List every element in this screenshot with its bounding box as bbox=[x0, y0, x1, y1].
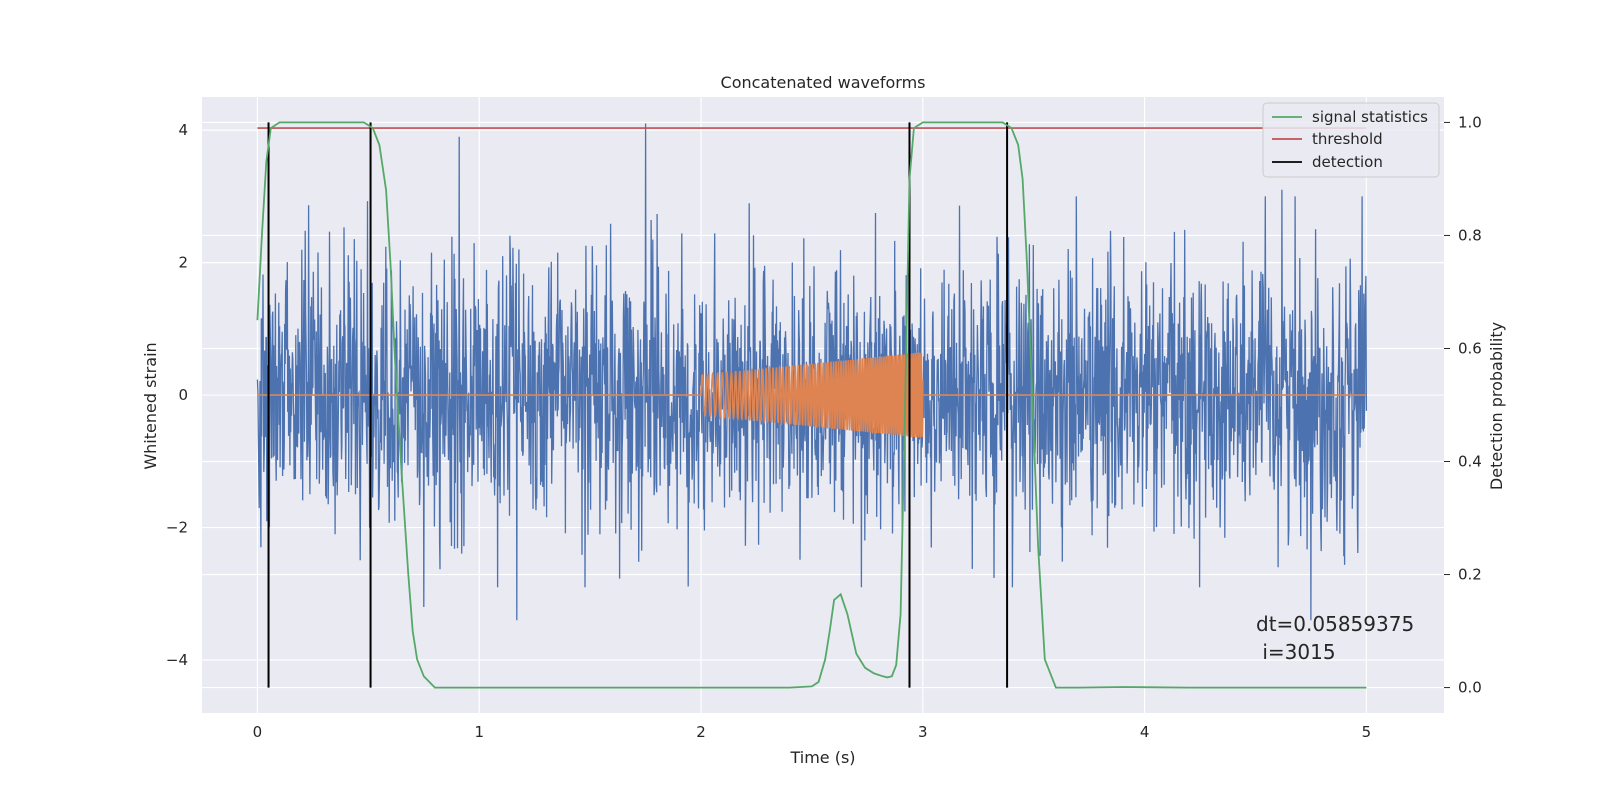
x-tick-label: 4 bbox=[1140, 723, 1150, 741]
annotation-i: i=3015 bbox=[1256, 640, 1336, 664]
legend-label-detection: detection bbox=[1312, 153, 1383, 171]
chirp-series bbox=[257, 352, 1367, 438]
y-tick-label: 0 bbox=[178, 386, 188, 404]
y2-tick-label: 0.4 bbox=[1458, 453, 1482, 471]
x-tick-label: 1 bbox=[474, 723, 484, 741]
x-tick-label: 5 bbox=[1362, 723, 1372, 741]
chirp-line bbox=[257, 352, 1367, 438]
y2-axis-label: Detection probability bbox=[1487, 322, 1506, 490]
x-tick-label: 0 bbox=[253, 723, 263, 741]
strain-series bbox=[256, 123, 1368, 621]
y2-tick-label: 0.8 bbox=[1458, 226, 1482, 244]
legend: signal statistics threshold detection bbox=[1262, 102, 1440, 178]
y-axis-left: −4 −2 0 2 4 bbox=[166, 121, 188, 669]
y-tick-label: 4 bbox=[178, 121, 188, 139]
x-axis: 0 1 2 3 4 5 bbox=[253, 723, 1371, 741]
strain-line bbox=[256, 123, 1368, 621]
y2-tick-label: 0.2 bbox=[1458, 566, 1482, 584]
x-tick-label: 2 bbox=[696, 723, 706, 741]
y-axis-label: Whitened strain bbox=[141, 342, 160, 469]
y2-tick-label: 1.0 bbox=[1458, 113, 1482, 131]
signal-statistics-series bbox=[256, 121, 1367, 689]
y2-tick-label: 0.6 bbox=[1458, 339, 1482, 357]
legend-label-threshold: threshold bbox=[1312, 130, 1383, 148]
y-axis-right: 0.0 0.2 0.4 0.6 0.8 1.0 bbox=[1444, 113, 1482, 697]
y-tick-label: 2 bbox=[178, 254, 188, 272]
chart-title: Concatenated waveforms bbox=[721, 73, 926, 92]
legend-box bbox=[1262, 102, 1440, 178]
signal-statistics-line bbox=[256, 121, 1367, 689]
x-tick-label: 3 bbox=[918, 723, 928, 741]
y2-tick-label: 0.0 bbox=[1458, 679, 1482, 697]
detection-series bbox=[267, 122, 1009, 688]
y-tick-label: −2 bbox=[166, 519, 188, 537]
x-axis-label: Time (s) bbox=[789, 748, 855, 767]
annotation-dt: dt=0.05859375 bbox=[1256, 612, 1414, 636]
y-tick-label: −4 bbox=[166, 651, 188, 669]
legend-label-signal-statistics: signal statistics bbox=[1312, 108, 1428, 126]
